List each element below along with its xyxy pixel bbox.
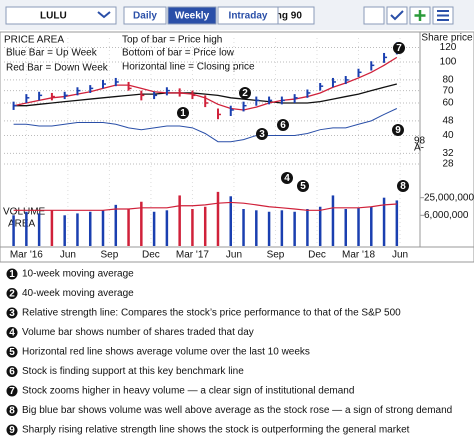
icons <box>363 6 454 25</box>
callout-circle <box>256 128 268 140</box>
callout-number: 9 <box>395 125 401 136</box>
note-circle <box>6 385 18 397</box>
close-note: Horizontal line = Closing price <box>122 62 255 73</box>
y-tick-label: 48 <box>442 116 454 127</box>
callout-circle <box>177 107 189 119</box>
down-note: Red Bar = Down Week <box>6 63 109 74</box>
callout-number: 7 <box>396 43 402 54</box>
ma-40 <box>13 83 397 107</box>
note-circle <box>6 307 18 319</box>
y-tick-label: 60 <box>442 98 454 109</box>
note-text: Big blue bar shows volume was well above… <box>22 405 452 416</box>
callout-number: 4 <box>284 173 290 184</box>
vol-tick-label: 25,000,000 <box>424 192 474 203</box>
price-area: PRICE AREA <box>4 35 64 46</box>
note-circle <box>6 268 18 280</box>
volume-area: AREA <box>8 219 36 230</box>
note-number: 7 <box>9 386 15 397</box>
note-number: 9 <box>9 425 15 436</box>
y-tick-label: 40 <box>442 130 454 141</box>
note-text: Sharply rising relative strength line sh… <box>22 425 410 436</box>
x-tick-label: Jun <box>392 250 408 261</box>
tab-label: Daily <box>133 11 157 22</box>
callout-number: 8 <box>400 181 406 192</box>
callout-number: 2 <box>242 88 248 99</box>
x-tick-label: Mar '18 <box>342 250 375 261</box>
note-circle <box>6 346 18 358</box>
print-icon[interactable] <box>363 6 385 25</box>
tab-label: Weekly <box>175 11 210 22</box>
callout-number: 5 <box>300 181 306 192</box>
rs-line <box>13 108 398 143</box>
note-number: 1 <box>9 269 15 280</box>
note-circle <box>6 327 18 338</box>
callout-circle <box>297 180 309 192</box>
callout-circle <box>397 180 409 192</box>
x-tick-label: Jun <box>226 250 242 261</box>
x-tick-label: Sep <box>267 250 285 261</box>
callout-circle <box>239 87 251 99</box>
high-note: Top of bar = Price high <box>122 35 222 46</box>
chart-frame <box>0 31 474 263</box>
callout-circle <box>392 124 404 136</box>
avg-volume <box>13 201 397 211</box>
note-number: 6 <box>9 367 15 378</box>
x-tick-label: Mar '16 <box>10 250 43 261</box>
y-tick-label: 70 <box>442 85 454 96</box>
y-tick-label: 100 <box>440 57 457 68</box>
note-text: 40-week moving average <box>22 288 134 299</box>
dropdown-arrow <box>97 11 111 19</box>
note-number: 3 <box>9 308 15 319</box>
note-text: Stock is finding support at this key ben… <box>22 366 244 377</box>
callout-number: 6 <box>280 120 286 131</box>
volume-area: VOLUME <box>3 207 46 218</box>
symbol: LULU <box>40 11 67 22</box>
y-tick-label: 28 <box>442 159 454 170</box>
y-tick-label: 32 <box>442 148 454 159</box>
vol-tick-label: 6,000,000 <box>424 210 469 221</box>
note-number: 4 <box>9 328 15 339</box>
x-tick-label: Mar '17 <box>176 250 209 261</box>
tab-button[interactable] <box>123 6 167 25</box>
note-text: 10-week moving average <box>22 269 134 280</box>
x-tick-label: Sep <box>100 250 118 261</box>
callout-circle <box>281 172 293 184</box>
note-circle <box>6 405 18 416</box>
note-number: 8 <box>9 406 15 417</box>
note-circle <box>6 288 18 299</box>
x-tick-label: Dec <box>308 250 326 261</box>
callout-circle <box>277 119 289 131</box>
x-tick-label: Dec <box>142 250 160 261</box>
callout-circle <box>393 42 405 54</box>
note-circle <box>6 424 18 436</box>
low-note: Bottom of bar = Price low <box>122 48 235 59</box>
axis-title: Share price <box>421 33 473 44</box>
note-number: 5 <box>9 347 15 358</box>
x-tick-label: Jun <box>60 250 76 261</box>
note-number: 2 <box>9 289 15 300</box>
plus <box>414 10 426 21</box>
up-note: Blue Bar = Up Week <box>6 48 98 59</box>
note-text: Horizontal red line shows average volume… <box>22 347 310 358</box>
tab-label: Intraday <box>229 11 268 22</box>
note-text: Volume bar shows number of shares traded… <box>22 327 254 338</box>
check <box>390 10 404 21</box>
check-icon[interactable] <box>386 6 408 25</box>
note-circle <box>6 366 18 377</box>
tab-button[interactable] <box>167 6 217 25</box>
callout-number: 1 <box>180 108 186 119</box>
symbol-select[interactable] <box>5 6 117 25</box>
y-tick-label: 120 <box>440 42 457 53</box>
note-text: Relative strength line: Compares the sto… <box>22 308 401 319</box>
list <box>437 10 449 21</box>
y-tick-label: 80 <box>442 75 454 86</box>
note-text: Stock zooms higher in heavy volume — a c… <box>22 386 354 397</box>
tab-button[interactable] <box>217 6 279 25</box>
callout-number: 3 <box>259 129 265 140</box>
rs-rating: 98 <box>414 136 426 147</box>
rs-grade: A- <box>414 143 424 154</box>
